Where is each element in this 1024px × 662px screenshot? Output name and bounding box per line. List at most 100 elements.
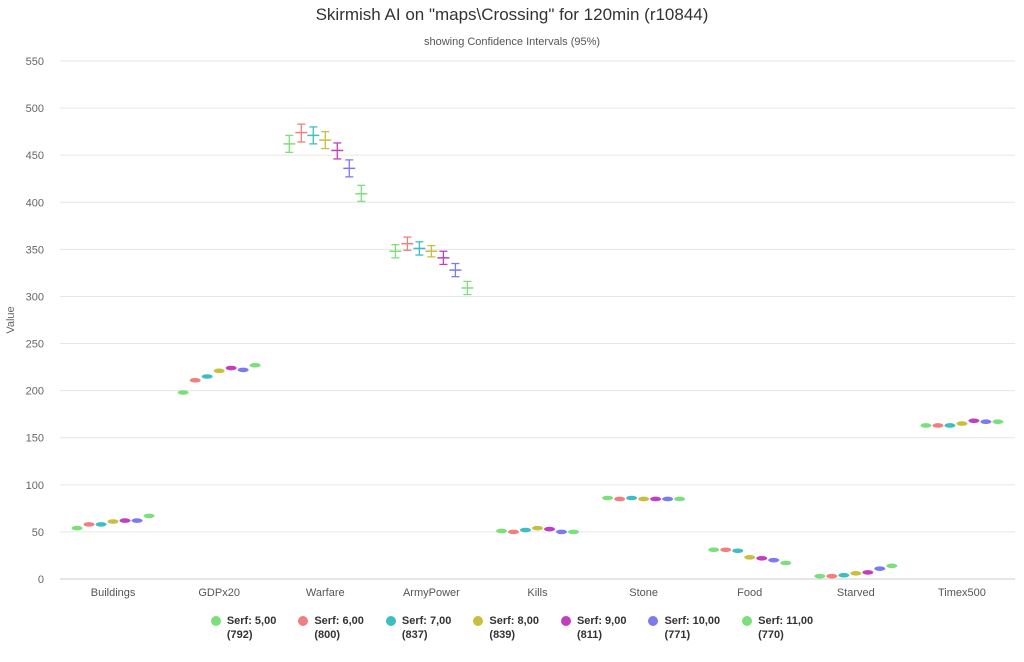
data-point (544, 526, 555, 532)
mean-marker (768, 557, 780, 563)
data-point (319, 130, 332, 150)
legend: Serf: 5,00 (792) Serf: 6,00 (800) Serf: 7,00… (0, 614, 1024, 642)
data-point (944, 423, 956, 428)
mean-marker (838, 572, 850, 578)
mean-marker (674, 496, 686, 502)
data-point (189, 377, 201, 383)
data-point (249, 362, 261, 368)
mean-marker (886, 563, 898, 569)
legend-series-name: Serf: 11,00 (758, 615, 814, 627)
data-point (826, 573, 838, 579)
mean-marker (756, 555, 768, 561)
mean-marker (83, 522, 95, 527)
legend-series-name: Serf: 8,00 (489, 615, 539, 627)
mean-marker (826, 573, 838, 579)
mean-marker (626, 495, 638, 501)
mean-marker (189, 377, 201, 383)
legend-item[interactable]: Serf: 9,00 (811) (560, 614, 627, 642)
y-tick-label: 150 (26, 433, 44, 445)
mean-marker (932, 423, 944, 428)
data-point (968, 418, 980, 424)
mean-marker (602, 495, 614, 501)
legend-series-count: (800) (314, 629, 341, 641)
mean-marker (508, 529, 519, 535)
y-tick-label: 350 (26, 244, 44, 256)
x-tick-label: Kills (527, 587, 548, 599)
y-tick-label: 500 (26, 103, 44, 115)
y-tick-label: 50 (32, 527, 44, 539)
data-point (331, 142, 344, 160)
data-point (862, 570, 874, 575)
legend-series-count: (770) (758, 629, 784, 641)
legend-marker-icon (742, 616, 753, 626)
data-point (131, 518, 143, 523)
mean-marker (920, 423, 932, 428)
data-point (602, 495, 614, 501)
data-point (756, 555, 768, 561)
data-point (461, 280, 474, 296)
legend-item[interactable]: Serf: 6,00 (800) (298, 614, 364, 642)
mean-marker (744, 555, 756, 560)
chart-subtitle: showing Confidence Intervals (95%) (423, 36, 601, 48)
mean-marker (213, 368, 225, 374)
legend-marker-icon (385, 616, 396, 626)
legend-item[interactable]: Serf: 8,00 (839) (473, 614, 539, 642)
data-point (508, 529, 519, 535)
mean-marker (107, 519, 119, 524)
mean-marker (544, 526, 555, 532)
y-tick-label: 100 (26, 480, 44, 492)
data-point (71, 525, 83, 531)
data-point (874, 566, 886, 571)
data-point (650, 496, 662, 502)
mean-marker (874, 566, 886, 571)
legend-series-name: Serf: 9,00 (576, 615, 627, 627)
mean-marker (496, 528, 507, 534)
data-point (780, 560, 792, 566)
mean-marker (720, 547, 732, 553)
data-point (744, 555, 756, 560)
data-point (838, 572, 850, 578)
data-point (343, 159, 356, 178)
mean-marker (944, 423, 956, 428)
data-point (307, 126, 320, 145)
data-point (638, 496, 650, 502)
y-tick-label: 250 (26, 339, 44, 351)
data-point (225, 365, 237, 371)
x-tick-label: Starved (837, 587, 875, 599)
data-point (932, 423, 944, 428)
data-point (283, 134, 296, 154)
mean-marker (650, 496, 662, 502)
mean-marker (71, 525, 83, 531)
chart-title: Skirmish AI on "maps\Crossing" for 120mi… (315, 5, 709, 24)
y-tick-label: 0 (38, 574, 44, 586)
data-point (425, 244, 438, 258)
legend-item[interactable]: Serf: 5,00 (792) (210, 614, 277, 642)
data-point (95, 522, 107, 527)
data-point (732, 548, 744, 554)
x-tick-label: Warfare (306, 587, 345, 599)
mean-marker (814, 573, 826, 579)
data-point (83, 522, 95, 527)
mean-marker (956, 421, 968, 426)
data-point (568, 529, 579, 535)
data-point (532, 525, 543, 531)
x-tick-label: Timex500 (938, 587, 986, 599)
legend-item[interactable]: Serf: 11,00 (770) (742, 614, 813, 642)
legend-series-name: Serf: 5,00 (226, 615, 277, 627)
data-point (956, 421, 968, 426)
mean-marker (662, 496, 674, 502)
data-point (886, 563, 898, 569)
data-point (119, 518, 131, 523)
mean-marker (850, 571, 862, 576)
data-point (389, 244, 402, 259)
mean-marker (249, 362, 261, 368)
y-tick-label: 200 (26, 386, 44, 398)
mean-marker (95, 522, 107, 527)
legend-item[interactable]: Serf: 10,00 (771) (648, 614, 720, 642)
data-point (850, 571, 862, 576)
mean-marker (225, 365, 237, 371)
data-point (556, 529, 567, 535)
mean-marker (143, 513, 155, 519)
legend-item[interactable]: Serf: 7,00 (837) (385, 614, 451, 642)
legend-series-name: Serf: 10,00 (664, 615, 721, 627)
